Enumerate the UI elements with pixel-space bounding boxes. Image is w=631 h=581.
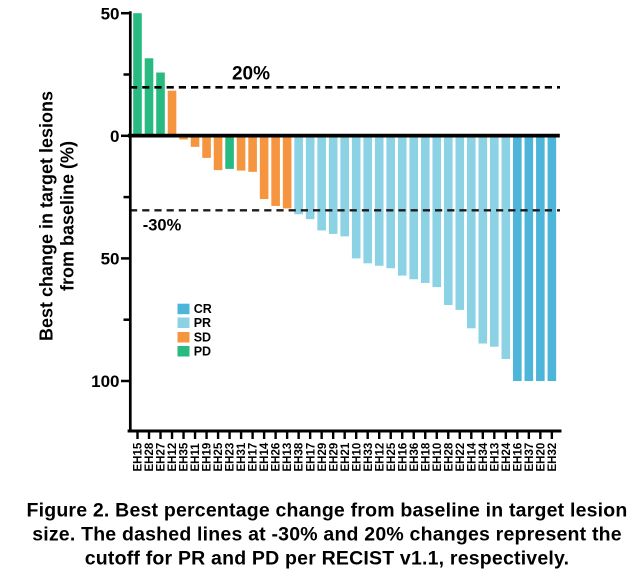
svg-text:cutoff for PR and PD per RECIS: cutoff for PR and PD per RECIST v1.1, re… [85,548,569,570]
svg-text:EH34: EH34 [478,442,490,471]
svg-text:EH31: EH31 [236,442,248,471]
svg-text:EH13: EH13 [282,443,294,472]
svg-text:EH26: EH26 [271,443,283,472]
svg-text:EH37: EH37 [524,443,536,472]
svg-text:EH29: EH29 [328,443,340,472]
svg-text:EH16: EH16 [397,443,409,472]
svg-text:-30%: -30% [143,217,182,235]
svg-text:EH24: EH24 [501,442,513,471]
svg-text:PD: PD [194,345,211,359]
svg-text:EH23: EH23 [225,443,237,472]
svg-text:SD: SD [194,331,211,345]
svg-text:EH19: EH19 [202,443,214,472]
svg-text:EH27: EH27 [156,443,168,472]
svg-text:CR: CR [194,302,212,316]
svg-text:EH21: EH21 [340,442,352,471]
svg-text:Figure 2. Best percentage chan: Figure 2. Best percentage change from ba… [26,500,627,522]
svg-text:50: 50 [101,4,120,23]
svg-text:EH28: EH28 [443,442,455,471]
svg-text:0: 0 [110,127,119,146]
svg-text:EH20: EH20 [535,443,547,472]
svg-text:EH25: EH25 [213,442,225,471]
svg-text:EH15: EH15 [133,442,145,471]
svg-text:EH14: EH14 [466,442,478,471]
svg-text:size. The dashed lines at -30%: size. The dashed lines at -30% and 20% c… [32,524,622,546]
svg-text:EH14: EH14 [259,442,271,471]
svg-text:EH13: EH13 [489,443,501,472]
svg-text:EH22: EH22 [455,443,467,472]
svg-text:EH33: EH33 [363,443,375,472]
svg-text:Best change in target lesions: Best change in target lesions [37,91,57,341]
svg-text:EH12: EH12 [167,443,179,472]
svg-text:EH10: EH10 [351,443,363,472]
svg-text:50: 50 [101,250,120,269]
svg-text:EH17: EH17 [248,443,260,472]
svg-text:EH16: EH16 [512,443,524,472]
svg-text:EH11: EH11 [190,443,202,472]
svg-text:from baseline (%): from baseline (%) [57,141,77,291]
svg-text:EH17: EH17 [305,443,317,472]
svg-text:EH12: EH12 [374,443,386,472]
svg-text:EH29: EH29 [317,443,329,472]
svg-text:EH28: EH28 [144,442,156,471]
svg-text:EH35: EH35 [179,442,191,471]
svg-text:EH10: EH10 [432,443,444,472]
svg-text:PR: PR [194,316,211,330]
svg-text:EH36: EH36 [409,443,421,472]
svg-text:EH32: EH32 [547,443,559,472]
svg-text:EH18: EH18 [420,442,432,471]
svg-text:EH38: EH38 [294,442,306,471]
svg-text:20%: 20% [232,64,270,85]
svg-text:100: 100 [91,372,119,391]
svg-text:EH25: EH25 [386,442,398,471]
